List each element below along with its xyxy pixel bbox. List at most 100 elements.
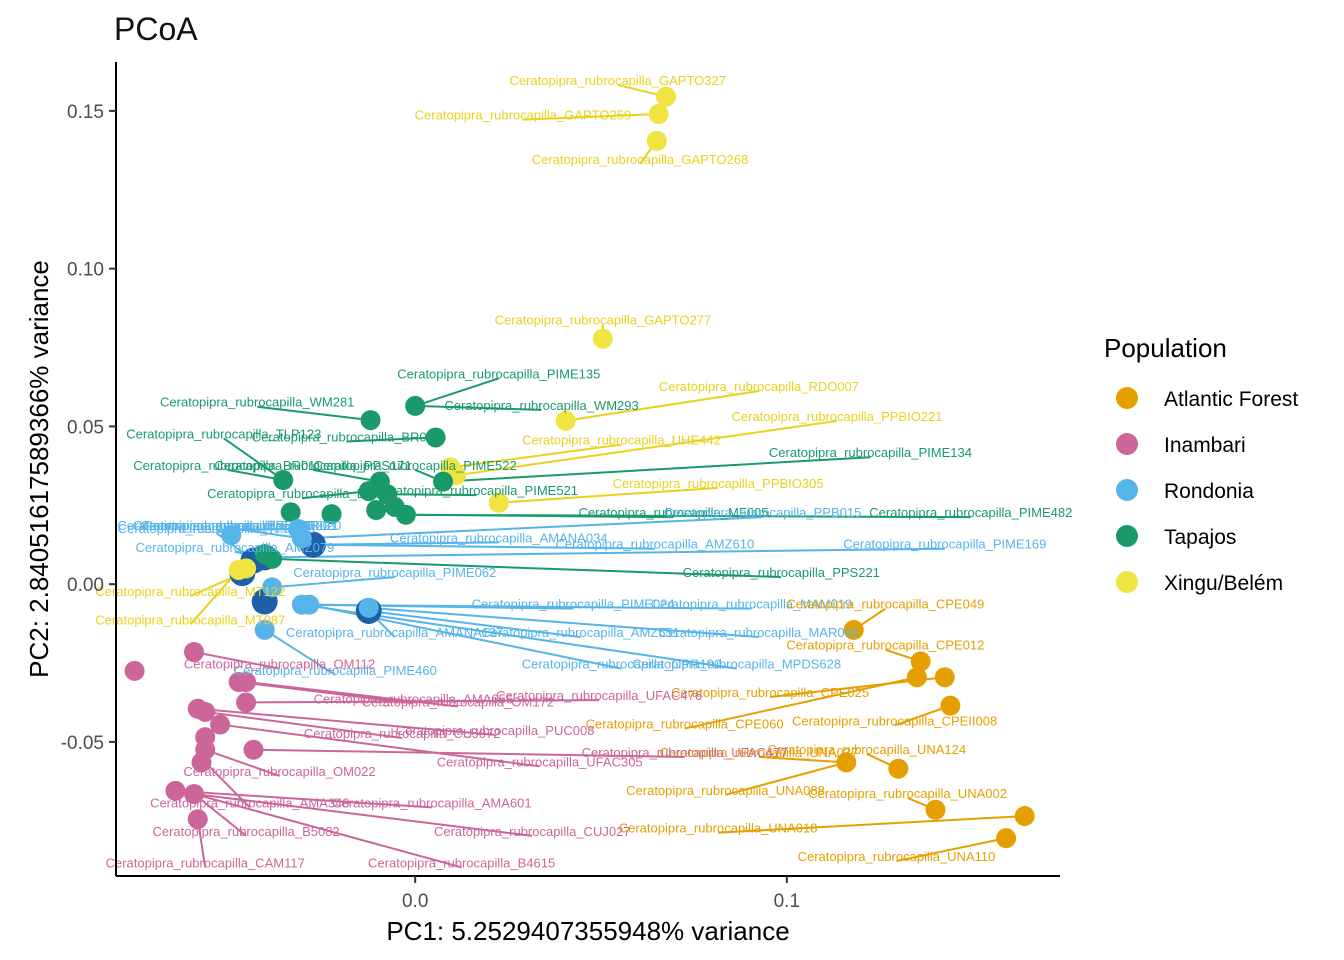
- connector-line: [346, 436, 436, 443]
- data-point: [906, 667, 927, 688]
- data-point: [221, 525, 242, 546]
- point-label: Ceratopipra_rubrocapilla_PPBIO305: [613, 476, 824, 491]
- data-point: [321, 504, 342, 525]
- point-labels: Ceratopipra_rubrocapilla_GAPTO327 Ceratop…: [95, 73, 1072, 870]
- connector-line: [415, 404, 542, 411]
- point-label: Ceratopipra_rubrocapilla_AMZ551: [481, 625, 680, 640]
- legend-label: Xingu/Belém: [1164, 572, 1283, 595]
- data-point: [236, 671, 257, 692]
- legend-label: Rondonia: [1164, 480, 1254, 503]
- point-label: Ceratopipra_rubrocapilla_OM022: [183, 764, 375, 779]
- data-point: [488, 492, 509, 513]
- data-point: [254, 619, 275, 640]
- point-label: Ceratopipra_rubrocapilla_TPR020: [133, 518, 330, 533]
- point-label: Ceratopipra_rubrocapilla_GAPTO277: [495, 313, 712, 328]
- connector-line: [387, 493, 477, 497]
- point-label: Ceratopipra_rubrocapilla_TPR021: [140, 518, 337, 533]
- point-label: Ceratopipra_rubrocapilla_MAR092: [659, 625, 859, 640]
- connector-line: [565, 389, 760, 422]
- point-label: Ceratopipra_rubrocapilla_MT122: [95, 584, 285, 599]
- point-label: Ceratopipra_rubrocapilla_PPR021: [117, 518, 315, 533]
- data-point: [187, 809, 208, 830]
- connector-line: [896, 837, 1007, 863]
- data-point: [592, 328, 613, 349]
- data-point: [210, 714, 231, 735]
- point-label: Ceratopipra_rubrocapilla_AMANA137: [286, 625, 504, 640]
- legend-swatch: [1116, 525, 1138, 547]
- data-point: [165, 780, 186, 801]
- point-label: Ceratopipra_rubrocapilla_OPR190: [522, 657, 721, 672]
- point-label: Ceratopipra_rubrocapilla_UFAC476: [496, 688, 702, 703]
- y-tick-label: 0.15: [67, 102, 104, 123]
- data-point: [124, 660, 145, 681]
- point-label: Ceratopipra_rubrocapilla_GAPTO259: [415, 108, 632, 123]
- point-label: Ceratopipra_rubrocapilla_PPR020: [143, 518, 341, 533]
- connector-line: [725, 761, 847, 796]
- point-label: Ceratopipra_rubrocapilla_PIME482: [869, 505, 1072, 520]
- point-label: Ceratopipra_rubrocapilla_BR011: [133, 458, 321, 473]
- point-label: Ceratopipra_rubrocapilla_AMA601: [332, 795, 531, 810]
- legend: Population Atlantic Forest Inambari Rondon…: [1104, 333, 1298, 595]
- point-label: Ceratopipra_rubrocapilla_PIME024: [472, 597, 675, 612]
- data-point: [405, 395, 426, 416]
- data-point: [433, 471, 454, 492]
- point-label: Ceratopipra_rubrocapilla_TPR026: [118, 521, 315, 536]
- connector-line: [197, 707, 496, 736]
- point-label: Ceratopipra_rubrocapilla_B5082: [152, 824, 339, 839]
- data-point: [299, 594, 320, 615]
- point-label: Ceratopipra_rubrocapilla_UFAC305: [437, 754, 643, 769]
- point-label: Ceratopipra_rubrocapilla_MPDS628: [632, 657, 841, 672]
- data-point: [195, 701, 216, 722]
- connector-line: [204, 748, 280, 777]
- data-point: [425, 427, 446, 448]
- connector-line: [414, 377, 500, 407]
- data-point: [360, 410, 381, 431]
- point-label: Ceratopipra_rubrocapilla_PIME169: [843, 537, 1046, 552]
- point-label: Ceratopipra_rubrocapilla_PPS221: [683, 565, 880, 580]
- data-point: [236, 558, 257, 579]
- legend-label: Atlantic Forest: [1164, 388, 1298, 411]
- point-label: Ceratopipra_rubrocapilla_PIME521: [375, 483, 578, 498]
- data-point: [836, 752, 857, 773]
- connector-line: [264, 547, 945, 559]
- point-label: Ceratopipra_rubrocapilla_AMA340: [150, 795, 349, 810]
- connector-line: [238, 680, 414, 705]
- connector-line: [272, 557, 782, 579]
- label-connector-lines: [175, 83, 1025, 869]
- connector-line: [231, 527, 299, 531]
- legend-swatch: [1116, 479, 1138, 501]
- connector-line: [189, 569, 240, 626]
- connector-line: [193, 793, 247, 837]
- point-label: Ceratopipra_rubrocapilla_AMA656: [314, 691, 513, 706]
- point-label: Ceratopipra_rubrocapilla_OM172: [362, 694, 554, 709]
- connector-line: [205, 710, 403, 740]
- connector-line: [368, 606, 760, 639]
- point-label: Ceratopipra_rubrocapilla_PIME135: [397, 366, 600, 381]
- y-axis-label: PC2: 2.84051617589366% variance: [24, 260, 54, 678]
- data-point: [291, 528, 312, 549]
- connector-line: [684, 676, 918, 730]
- point-label: Ceratopipra_rubrocapilla_PIME522: [314, 458, 517, 473]
- point-label: Ceratopipra_rubrocapilla_RDO007: [659, 379, 859, 394]
- data-point: [184, 641, 205, 662]
- point-label: Ceratopipra_rubrocapilla_AMZ079: [136, 540, 335, 555]
- data-point: [1014, 806, 1035, 827]
- data-point: [366, 500, 387, 521]
- connector-line: [193, 793, 462, 869]
- data-point: [925, 799, 946, 820]
- point-label: Ceratopipra_rubrocapilla_UNA002: [808, 786, 1007, 801]
- point-label: Ceratopipra_rubrocapilla_MAM019: [651, 597, 853, 612]
- data-point: [280, 502, 301, 523]
- data-point: [184, 783, 205, 804]
- data-point: [646, 130, 667, 151]
- point-label: Ceratopipra_rubrocapilla_UHE442: [522, 433, 721, 448]
- connector-line: [718, 815, 1025, 834]
- point-label: Ceratopipra_rubrocapilla_UFAC477: [582, 745, 788, 760]
- point-label: Ceratopipra_rubrocapilla_CPEII008: [792, 713, 997, 728]
- data-point: [843, 619, 864, 640]
- connector-line: [442, 456, 871, 483]
- data-point: [243, 739, 264, 760]
- data-point: [888, 758, 909, 779]
- connector-line: [193, 651, 280, 670]
- point-label: Ceratopipra_rubrocapilla_AMANA034: [390, 530, 608, 545]
